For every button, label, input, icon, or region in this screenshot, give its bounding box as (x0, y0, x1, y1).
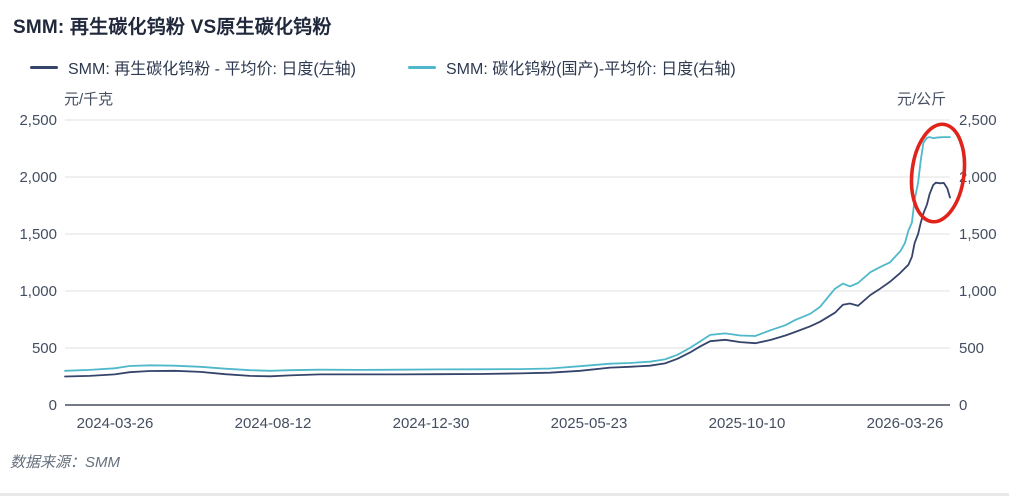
chart-title: SMM: 再生碳化钨粉 VS原生碳化钨粉 (13, 17, 332, 38)
legend-item-recycled[interactable]: SMM: 再生碳化钨粉 - 平均价: 日度(左轴) (30, 55, 356, 79)
x-axis-tick-label: 2024-12-30 (393, 415, 470, 432)
x-axis-tick-label: 2025-10-10 (709, 415, 786, 432)
legend-line-swatch-navy (30, 65, 58, 69)
data-source-note: 数据来源：SMM (10, 454, 120, 471)
x-axis-tick-label: 2024-08-12 (235, 415, 312, 432)
series-line-domestic[interactable] (64, 136, 951, 372)
right-axis-tick-label: 500 (959, 340, 984, 357)
left-axis-tick-label: 2,500 (19, 112, 57, 129)
chart-legend: SMM: 再生碳化钨粉 - 平均价: 日度(左轴) SMM: 碳化钨粉(国产)-… (30, 55, 736, 79)
right-axis-tick-label: 1,000 (959, 283, 997, 300)
spike-highlight-ellipse (909, 122, 967, 224)
legend-line-swatch-teal (408, 65, 436, 69)
x-axis-tick-label: 2024-03-26 (77, 415, 154, 432)
legend-label: SMM: 再生碳化钨粉 - 平均价: 日度(左轴) (68, 61, 356, 78)
legend-item-domestic[interactable]: SMM: 碳化钨粉(国产)-平均价: 日度(右轴) (408, 55, 736, 79)
left-axis-tick-label: 0 (49, 397, 57, 414)
x-axis-tick-label: 2025-05-23 (551, 415, 628, 432)
right-axis-tick-label: 2,500 (959, 112, 997, 129)
bottom-divider (0, 493, 1009, 496)
left-axis-unit-label: 元/千克 (64, 91, 114, 108)
legend-label: SMM: 碳化钨粉(国产)-平均价: 日度(右轴) (446, 61, 736, 78)
left-axis-tick-label: 1,500 (19, 226, 57, 243)
right-axis-unit-label: 元/公斤 (897, 91, 947, 108)
right-axis-tick-label: 0 (959, 397, 967, 414)
right-axis-tick-label: 1,500 (959, 226, 997, 243)
left-axis-tick-label: 500 (32, 340, 57, 357)
left-axis-tick-label: 2,000 (19, 169, 57, 186)
left-axis-tick-label: 1,000 (19, 283, 57, 300)
right-axis-tick-label: 2,000 (959, 169, 997, 186)
x-axis-tick-label: 2026-03-26 (867, 415, 944, 432)
series-line-recycled[interactable] (64, 181, 951, 378)
